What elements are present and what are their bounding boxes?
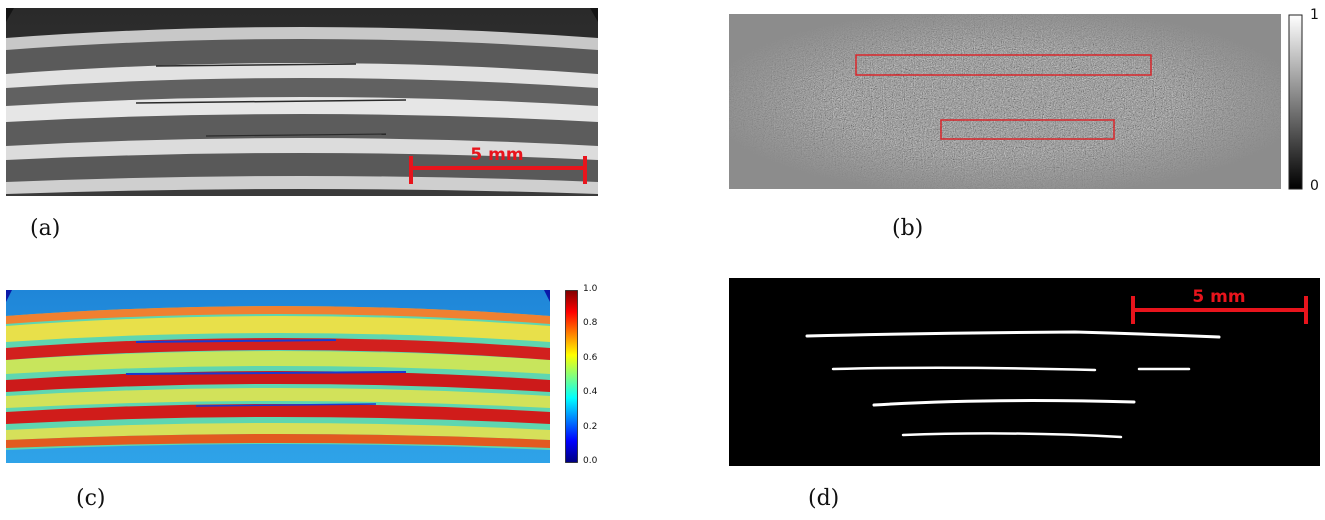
panel-a-caption: (a)	[30, 216, 61, 241]
panel-a-image	[6, 8, 598, 196]
panel-c-colorbar-tick-1: 1.0	[583, 284, 598, 294]
panel-d-scalebar-label: 5 mm	[1192, 287, 1245, 307]
panel-d-image: 5 mm	[729, 278, 1320, 466]
panel-c-colorbar-tick-5: 0.2	[583, 422, 598, 432]
panel-c-colorbar-tick-6: 0.0	[583, 456, 598, 466]
panel-b-image	[729, 14, 1281, 189]
panel-d-scalebar: 5 mm	[1131, 287, 1308, 324]
panel-b-colorbar	[1288, 14, 1303, 190]
panel-a-scalebar: 5 mm	[409, 145, 587, 184]
panel-c-colorbar-tick-2: 0.8	[583, 318, 598, 328]
panel-c-colorbar	[565, 290, 578, 463]
panel-b-colorbar-min: 0	[1310, 178, 1319, 194]
panel-b-caption: (b)	[892, 216, 924, 241]
panel-c-colorbar-tick-4: 0.4	[583, 387, 598, 397]
panel-c-image	[6, 290, 550, 463]
panel-c-colorbar-tick-3: 0.6	[583, 353, 598, 363]
panel-c-caption: (c)	[76, 486, 106, 511]
panel-a-scalebar-label: 5 mm	[470, 145, 523, 165]
panel-d-caption: (d)	[808, 486, 840, 511]
panel-b-colorbar-max: 1	[1310, 7, 1319, 23]
